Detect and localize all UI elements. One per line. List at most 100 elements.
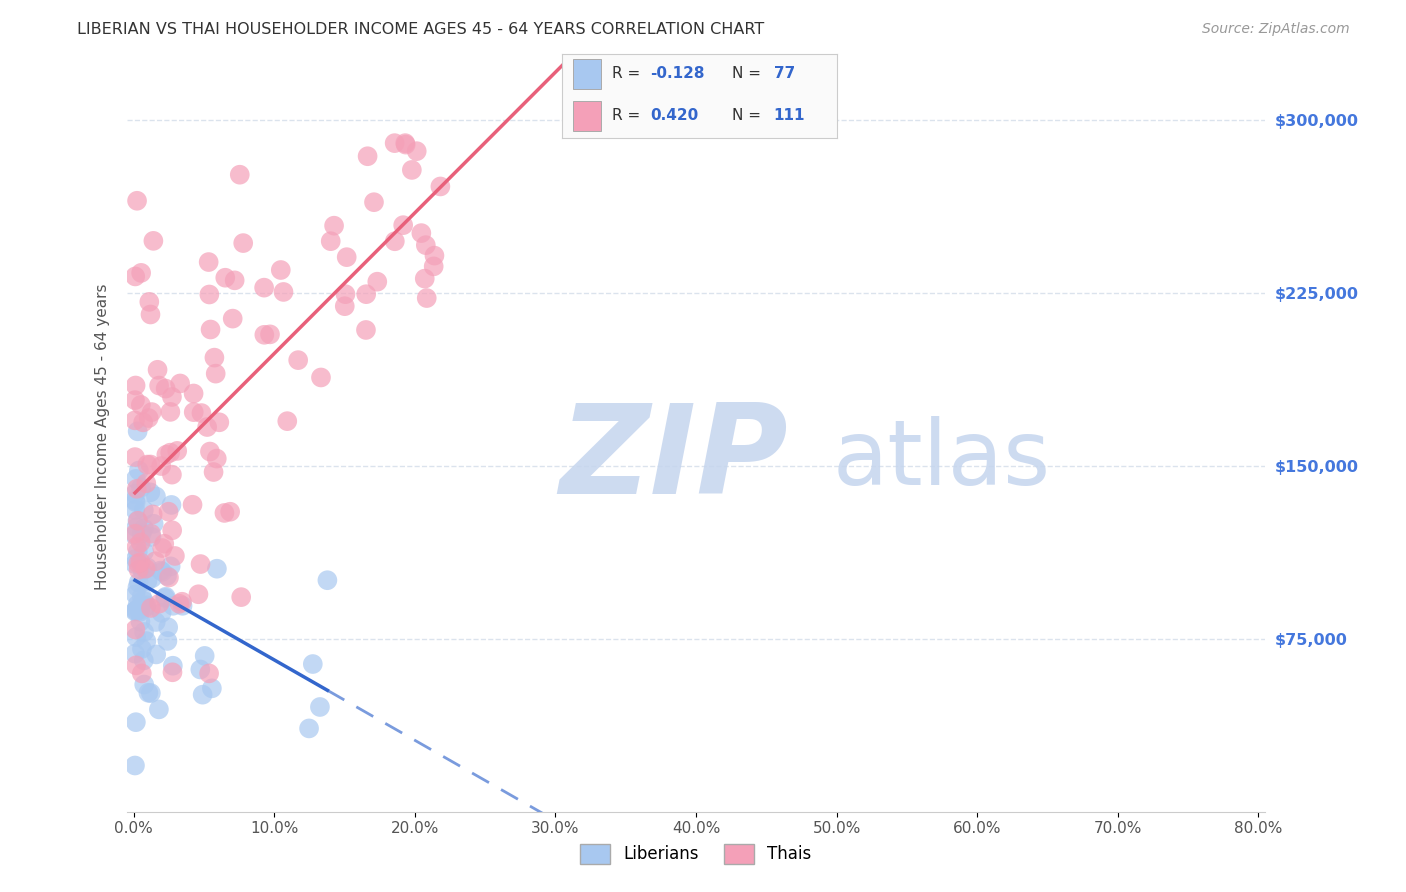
Point (124, 526, 146, 541)
Point (198, 666, 221, 681)
Point (124, 450, 146, 464)
Point (139, 485, 162, 500)
Point (149, 564, 172, 578)
Point (172, 599, 194, 613)
Point (132, 653, 155, 667)
Point (188, 663, 211, 677)
Point (253, 280, 276, 294)
Point (128, 463, 150, 477)
Point (128, 563, 150, 577)
Point (129, 398, 152, 412)
Text: N =: N = (733, 108, 766, 123)
Point (162, 658, 184, 673)
Point (145, 490, 167, 504)
Point (224, 273, 246, 287)
Point (333, 299, 356, 313)
Point (411, 226, 433, 240)
Point (135, 634, 157, 648)
Point (273, 285, 295, 299)
Point (429, 179, 451, 194)
Point (160, 467, 183, 482)
Point (125, 658, 148, 673)
Point (157, 570, 180, 584)
Point (204, 367, 226, 381)
Point (183, 405, 205, 419)
Text: Source: ZipAtlas.com: Source: ZipAtlas.com (1202, 22, 1350, 37)
Point (298, 722, 321, 736)
Point (127, 514, 149, 528)
Point (132, 544, 155, 558)
Point (150, 541, 173, 555)
Point (124, 413, 146, 427)
Point (394, 136, 416, 150)
Point (170, 595, 193, 609)
Point (162, 599, 184, 613)
Point (150, 606, 173, 620)
Point (138, 411, 160, 425)
Point (155, 590, 177, 604)
Point (416, 291, 439, 305)
Point (187, 587, 209, 601)
Point (181, 498, 204, 512)
Point (124, 604, 146, 618)
Point (287, 353, 309, 368)
Point (146, 363, 169, 377)
Point (127, 425, 149, 439)
Point (159, 445, 181, 459)
Text: R =: R = (612, 108, 645, 123)
Point (139, 601, 162, 615)
Point (231, 590, 253, 604)
Point (169, 376, 191, 391)
Point (202, 351, 225, 365)
Point (125, 482, 148, 496)
Point (127, 580, 149, 594)
Point (194, 648, 217, 663)
Text: 111: 111 (773, 108, 806, 123)
Point (150, 458, 173, 473)
Point (214, 506, 236, 520)
Point (159, 405, 181, 419)
Point (148, 378, 170, 392)
Point (139, 458, 162, 472)
Point (125, 552, 148, 566)
Point (197, 255, 219, 269)
Point (124, 758, 146, 772)
Point (160, 523, 183, 537)
Point (139, 308, 162, 322)
Point (135, 476, 157, 491)
Text: -0.128: -0.128 (650, 65, 704, 80)
Point (316, 573, 339, 587)
Point (129, 605, 152, 619)
Point (124, 495, 146, 509)
Bar (574, 59, 600, 89)
Point (131, 526, 153, 541)
Point (131, 642, 153, 657)
Point (208, 415, 231, 429)
Point (139, 686, 162, 700)
Point (127, 514, 149, 528)
Point (405, 144, 427, 158)
Point (142, 508, 165, 522)
Text: 77: 77 (773, 65, 794, 80)
Point (136, 560, 159, 574)
Point (392, 218, 415, 232)
Point (127, 598, 149, 612)
Point (232, 236, 254, 251)
Point (309, 700, 332, 714)
Point (134, 677, 156, 691)
Point (183, 386, 205, 401)
Text: R =: R = (612, 65, 645, 80)
Point (132, 594, 155, 608)
Point (162, 665, 184, 680)
Point (145, 615, 167, 629)
Point (132, 522, 155, 536)
Y-axis label: Householder Income Ages 45 - 64 years: Householder Income Ages 45 - 64 years (94, 284, 110, 591)
Point (166, 443, 188, 458)
Point (336, 250, 359, 264)
Point (191, 688, 214, 702)
Point (202, 465, 225, 479)
Point (131, 590, 153, 604)
Point (160, 390, 183, 404)
Point (363, 195, 385, 210)
Point (156, 634, 179, 648)
